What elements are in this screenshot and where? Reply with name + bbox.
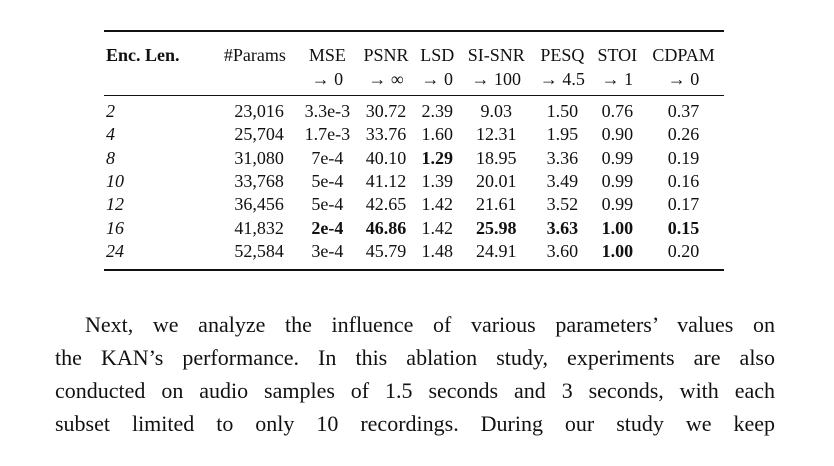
cell-stoi: 0.76	[601, 101, 634, 122]
paragraph-line: Next, we analyze the influence of variou…	[85, 312, 775, 337]
paragraph-line: conducted on audio samples of 1.5 second…	[55, 378, 775, 403]
cell-stoi: 1.00	[601, 240, 634, 261]
header-stoi-target: → 1	[601, 69, 634, 89]
cell-enc-len: 4	[106, 124, 115, 145]
header-row-metrics: Enc. Len. #Params MSE PSNR LSD SI-SNR PE…	[104, 31, 724, 68]
header-lsd: LSD	[420, 45, 455, 65]
header-cdpam-target: → 0	[667, 69, 700, 89]
header-row-targets: → 0 → ∞ → 0 → 100 → 4.5 → 1 → 0	[104, 68, 724, 96]
header-pesq-target: → 4.5	[539, 69, 585, 89]
table-row: 8 31,080 7e-4 40.10 1.29 18.95 3.36 0.99…	[104, 147, 724, 170]
cell-cdpam: 0.16	[667, 171, 700, 192]
results-table: Enc. Len. #Params MSE PSNR LSD SI-SNR PE…	[104, 30, 724, 271]
cell-params: 31,080	[234, 147, 284, 168]
table-row: 2 23,016 3.3e-3 30.72 2.39 9.03 1.50 0.7…	[104, 95, 724, 124]
cell-enc-len: 24	[106, 240, 124, 261]
cell-psnr: 40.10	[365, 147, 407, 168]
cell-cdpam: 0.19	[667, 147, 700, 168]
cell-psnr: 45.79	[365, 240, 407, 261]
cell-psnr: 42.65	[365, 194, 407, 215]
cell-enc-len: 8	[106, 147, 115, 168]
header-mse: MSE	[308, 45, 346, 65]
cell-params: 41,832	[234, 217, 284, 238]
cell-psnr: 41.12	[365, 171, 407, 192]
cell-si-snr: 21.61	[476, 194, 517, 215]
cell-lsd: 1.29	[421, 147, 454, 168]
cell-cdpam: 0.15	[667, 217, 700, 238]
paragraph-line: the KAN’s performance. In this ablation …	[55, 345, 775, 370]
cell-lsd: 1.60	[421, 124, 454, 145]
cell-mse: 5e-4	[311, 171, 344, 192]
cell-params: 52,584	[234, 240, 284, 261]
cell-cdpam: 0.17	[667, 194, 700, 215]
cell-stoi: 0.99	[601, 171, 634, 192]
cell-mse: 3.3e-3	[304, 101, 351, 122]
cell-params: 33,768	[234, 171, 284, 192]
header-stoi: STOI	[597, 45, 638, 65]
cell-mse: 2e-4	[311, 217, 344, 238]
cell-pesq: 3.60	[546, 240, 579, 261]
header-cdpam: CDPAM	[652, 45, 715, 65]
cell-mse: 1.7e-3	[304, 124, 351, 145]
cell-stoi: 0.99	[601, 147, 634, 168]
cell-lsd: 1.48	[421, 240, 454, 261]
body-paragraph: Next, we analyze the influence of variou…	[55, 308, 775, 440]
cell-enc-len: 10	[106, 171, 124, 192]
table-row: 4 25,704 1.7e-3 33.76 1.60 12.31 1.95 0.…	[104, 123, 724, 146]
header-enc-len: Enc. Len.	[106, 45, 180, 65]
cell-cdpam: 0.20	[667, 240, 700, 261]
cell-params: 23,016	[234, 101, 284, 122]
cell-stoi: 0.99	[601, 194, 634, 215]
header-si-snr: SI-SNR	[467, 45, 525, 65]
cell-si-snr: 25.98	[476, 217, 517, 238]
header-mse-target: → 0	[311, 69, 344, 89]
cell-lsd: 1.42	[421, 217, 454, 238]
cell-si-snr: 24.91	[476, 240, 517, 261]
table-row: 16 41,832 2e-4 46.86 1.42 25.98 3.63 1.0…	[104, 216, 724, 239]
cell-mse: 7e-4	[311, 147, 344, 168]
table-row: 10 33,768 5e-4 41.12 1.39 20.01 3.49 0.9…	[104, 170, 724, 193]
cell-si-snr: 18.95	[476, 147, 517, 168]
cell-stoi: 1.00	[601, 217, 634, 238]
cell-si-snr: 9.03	[480, 101, 513, 122]
cell-psnr: 33.76	[365, 124, 407, 145]
header-params-target	[202, 68, 298, 96]
paragraph-line: subset limited to only 10 recordings. Du…	[55, 411, 775, 436]
cell-cdpam: 0.37	[667, 101, 700, 122]
cell-params: 25,704	[234, 124, 284, 145]
cell-lsd: 1.42	[421, 194, 454, 215]
cell-psnr: 46.86	[365, 217, 407, 238]
cell-pesq: 1.50	[546, 101, 579, 122]
cell-si-snr: 20.01	[476, 171, 517, 192]
header-pesq: PESQ	[540, 45, 585, 65]
cell-mse: 3e-4	[311, 240, 344, 261]
header-lsd-target: → 0	[421, 69, 454, 89]
header-psnr: PSNR	[363, 45, 409, 65]
cell-enc-len: 16	[106, 217, 124, 238]
cell-pesq: 3.63	[546, 217, 579, 238]
header-enc-len-target	[104, 68, 202, 96]
cell-si-snr: 12.31	[476, 124, 517, 145]
header-psnr-target: → ∞	[368, 69, 404, 89]
table-row: 24 52,584 3e-4 45.79 1.48 24.91 3.60 1.0…	[104, 240, 724, 270]
cell-pesq: 3.36	[546, 147, 579, 168]
table-row: 12 36,456 5e-4 42.65 1.42 21.61 3.52 0.9…	[104, 193, 724, 216]
cell-enc-len: 12	[106, 194, 124, 215]
cell-lsd: 2.39	[421, 101, 454, 122]
cell-psnr: 30.72	[365, 101, 407, 122]
cell-cdpam: 0.26	[667, 124, 700, 145]
cell-enc-len: 2	[106, 101, 115, 122]
cell-params: 36,456	[234, 194, 284, 215]
cell-pesq: 3.49	[546, 171, 579, 192]
cell-pesq: 1.95	[546, 124, 579, 145]
cell-stoi: 0.90	[601, 124, 634, 145]
header-params: #Params	[223, 45, 286, 65]
cell-lsd: 1.39	[421, 171, 454, 192]
table-body: 2 23,016 3.3e-3 30.72 2.39 9.03 1.50 0.7…	[104, 95, 724, 271]
header-si-snr-target: → 100	[471, 69, 522, 89]
cell-mse: 5e-4	[311, 194, 344, 215]
results-table-container: Enc. Len. #Params MSE PSNR LSD SI-SNR PE…	[104, 30, 724, 271]
cell-pesq: 3.52	[546, 194, 579, 215]
